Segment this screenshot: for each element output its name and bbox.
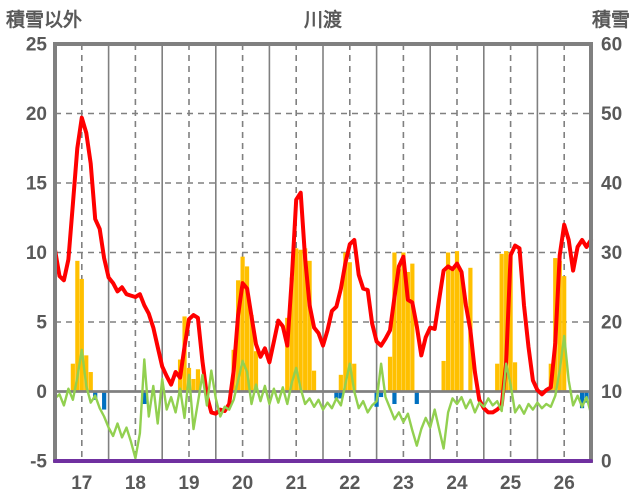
orange-bars-bar bbox=[441, 360, 446, 392]
orange-bars-bar bbox=[401, 252, 406, 392]
y-right-tick-label: 0 bbox=[601, 452, 612, 473]
blue-bars-bar bbox=[414, 391, 419, 405]
y-left-tick-label: 10 bbox=[26, 243, 47, 264]
orange-bars-bar bbox=[84, 355, 89, 392]
orange-bars-bar bbox=[195, 369, 201, 392]
blue-bars-bar bbox=[579, 391, 585, 409]
orange-bars-bar bbox=[557, 260, 562, 392]
y-right-tick-label: 50 bbox=[601, 104, 622, 125]
y-right-tick-label: 30 bbox=[601, 243, 622, 264]
y-right-tick-label: 10 bbox=[601, 382, 622, 403]
x-axis-day-label: 22 bbox=[339, 473, 360, 494]
orange-bars-bar bbox=[410, 263, 415, 392]
orange-bars-bar bbox=[392, 252, 397, 392]
orange-bars-bar bbox=[396, 269, 402, 392]
x-axis-day-label: 23 bbox=[393, 473, 414, 494]
y-right-tick-label: 40 bbox=[601, 174, 622, 195]
x-axis-day-label: 21 bbox=[286, 473, 308, 494]
line-series bbox=[53, 115, 593, 460]
orange-bars-bar bbox=[347, 262, 352, 392]
orange-bars-bar bbox=[512, 362, 518, 392]
blue-bars-bar bbox=[338, 391, 343, 399]
right-axis-title: 積雪 bbox=[592, 8, 630, 31]
orange-bars-bar bbox=[75, 260, 80, 392]
x-axis-day-label: 17 bbox=[71, 473, 92, 494]
orange-bars-bar bbox=[450, 269, 455, 392]
blue-bars-bar bbox=[378, 391, 384, 398]
y-right-tick-label: 20 bbox=[601, 313, 622, 334]
orange-bars-bar bbox=[79, 278, 84, 392]
y-left-tick-label: 20 bbox=[26, 104, 47, 125]
orange-bars-bar bbox=[88, 372, 93, 392]
orange-bars-bar bbox=[459, 271, 464, 392]
orange-bars-bar bbox=[285, 317, 290, 392]
green-thin-line bbox=[53, 334, 593, 460]
blue-bars-bar bbox=[392, 391, 397, 405]
x-axis-day-label: 25 bbox=[500, 473, 522, 494]
orange-bars-bar bbox=[405, 271, 410, 392]
y-left-tick-label: 0 bbox=[36, 382, 47, 403]
orange-bars-bar bbox=[294, 248, 299, 392]
left-axis-title: 積雪以外 bbox=[6, 8, 82, 31]
orange-bars-bar bbox=[562, 276, 567, 392]
orange-bars-bar bbox=[352, 363, 357, 392]
blue-bars-bar bbox=[102, 391, 107, 410]
orange-bars-bar bbox=[289, 277, 294, 392]
x-axis-day-label: 20 bbox=[232, 473, 253, 494]
orange-bars-bar bbox=[253, 351, 259, 392]
orange-bars-bar bbox=[240, 256, 245, 392]
orange-bars-bar bbox=[307, 260, 312, 392]
x-axis-day-label: 19 bbox=[178, 473, 199, 494]
orange-bars-bar bbox=[338, 374, 343, 392]
orange-bars-bar bbox=[244, 266, 250, 392]
orange-bars-bar bbox=[298, 249, 303, 392]
orange-bars-bar bbox=[495, 363, 500, 392]
y-right-tick-label: 60 bbox=[601, 35, 622, 56]
blue-bars-bar bbox=[334, 391, 339, 399]
y-left-tick-label: 5 bbox=[36, 313, 47, 334]
y-left-tick-label: 25 bbox=[26, 35, 48, 56]
orange-bars-bar bbox=[508, 252, 513, 392]
orange-bars-bar bbox=[311, 370, 317, 392]
orange-bars-bar bbox=[343, 252, 348, 392]
x-axis-day-label: 18 bbox=[125, 473, 146, 494]
orange-bars-bar bbox=[499, 253, 504, 392]
orange-bars-bar bbox=[303, 248, 308, 392]
y-left-tick-label: 15 bbox=[26, 174, 48, 195]
orange-bars-bar bbox=[445, 252, 451, 392]
orange-bars-bar bbox=[387, 356, 393, 392]
x-axis-day-label: 24 bbox=[446, 473, 468, 494]
orange-bars-bar bbox=[249, 315, 254, 392]
orange-bars-bar bbox=[191, 378, 196, 392]
orange-bars-bar bbox=[70, 363, 75, 392]
x-axis-day-label: 26 bbox=[554, 473, 575, 494]
orange-bars-bar bbox=[454, 251, 460, 392]
y-left-tick-label: -5 bbox=[30, 452, 47, 473]
chart-title: 川渡 bbox=[303, 8, 343, 31]
blue-bars-bar bbox=[142, 391, 147, 405]
